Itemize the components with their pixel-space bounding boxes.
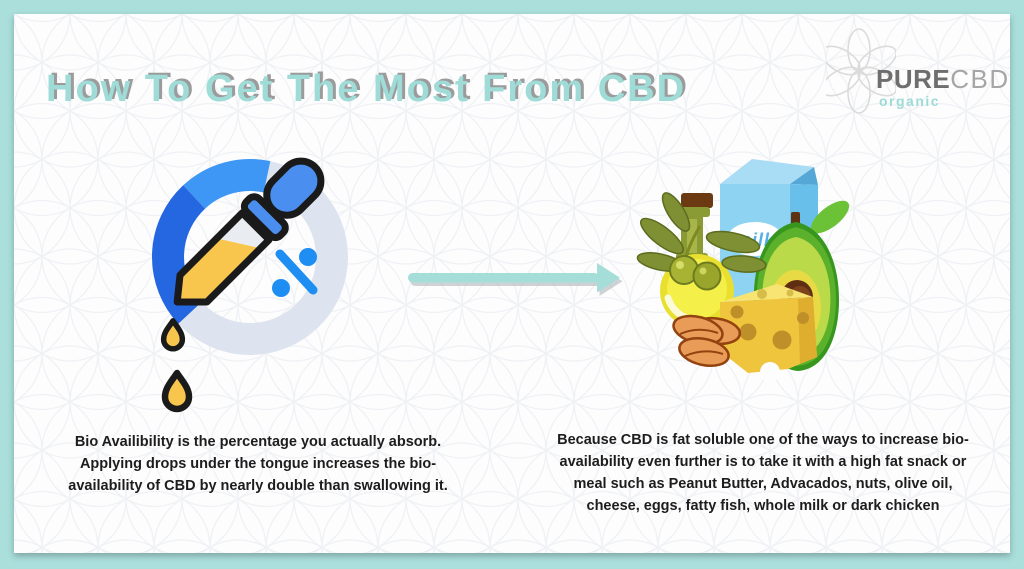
page-title: How To Get The Most From CBD xyxy=(46,68,687,110)
brand-tagline: organic xyxy=(879,93,941,109)
content-card xyxy=(14,14,1010,553)
fat-soluble-caption: Because CBD is fat soluble one of the wa… xyxy=(557,432,969,514)
brand-name-bold: PURE xyxy=(876,64,951,94)
bioavailability-caption: Bio Availibility is the percentage you a… xyxy=(68,434,448,494)
flower-logo-icon xyxy=(826,28,896,114)
brand-logo: PURECBD organic xyxy=(824,26,1014,114)
brand-name-light: CBD xyxy=(950,64,1010,94)
